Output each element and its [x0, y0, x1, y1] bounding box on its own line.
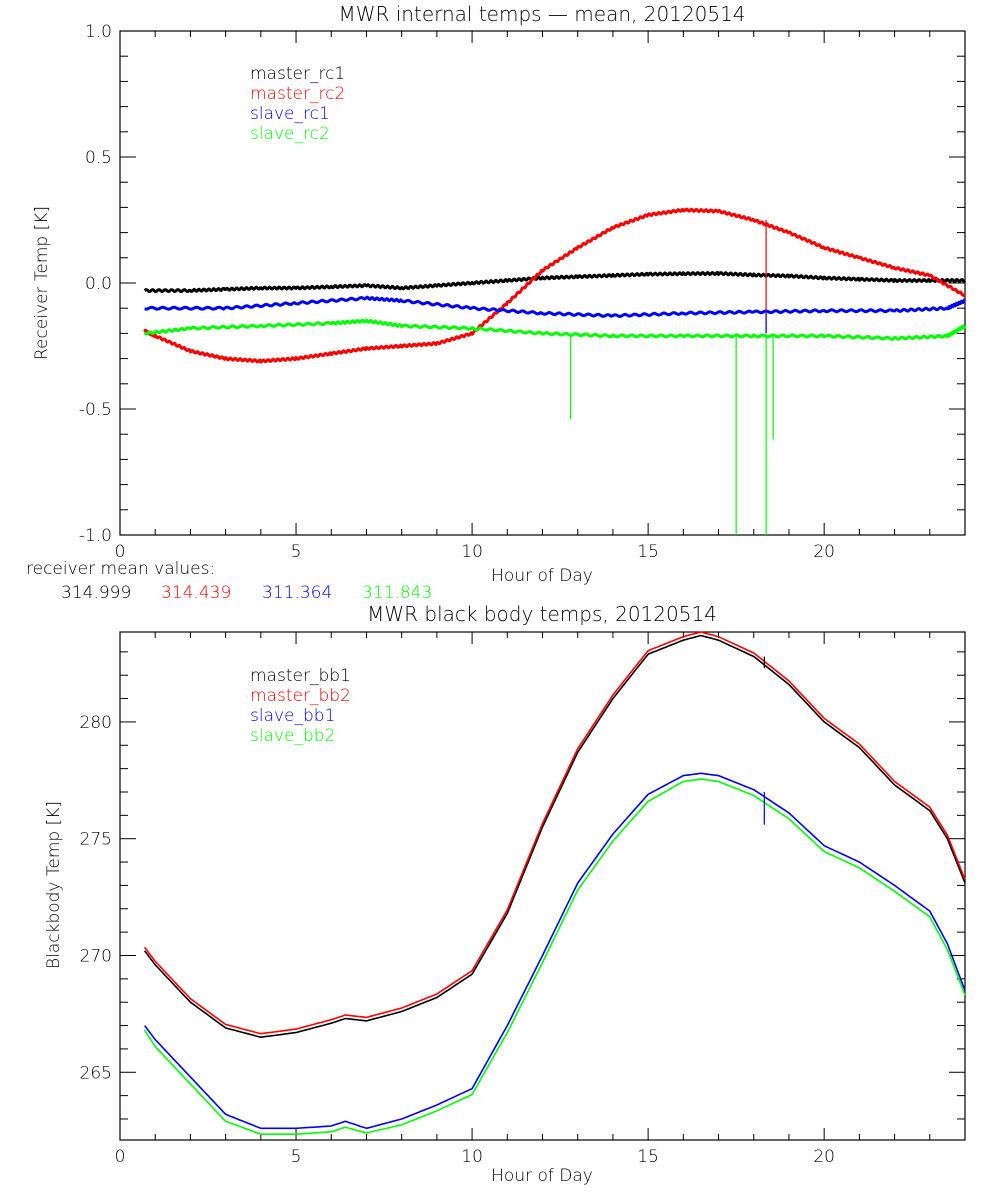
y-tick-label: 280 [80, 713, 112, 733]
series-line-slave-bb2 [143, 778, 966, 1135]
x-tick-label: 0 [115, 542, 126, 562]
receiver-y-axis-label: Receiver Temp [K] [32, 206, 52, 360]
blackbody-plot-frame [119, 631, 966, 1141]
x-tick-label: 15 [637, 1147, 659, 1167]
x-tick-label: 0 [115, 1147, 126, 1167]
blackbody-temps-plot: 0 5 10 15 20 265 270 275 280 master_bb1master_bb2… [80, 631, 966, 1167]
legend-slave-bb1: slave_bb1 [250, 706, 335, 726]
series-line-master-rc1 [143, 271, 967, 294]
receiver-mean-values-label: receiver mean values: [26, 559, 215, 579]
x-tick-label: 5 [291, 1147, 302, 1167]
y-tick-label: 270 [80, 946, 112, 966]
series-line-master-bb2 [143, 631, 966, 1035]
legend-master-bb1: master_bb1 [250, 666, 351, 686]
x-tick-label: 20 [813, 542, 835, 562]
series-line-master-rc2 [143, 207, 966, 364]
y-tick-label: 0.0 [85, 274, 112, 294]
receiver-plot-title: MWR internal temps — mean, 20120514 [338, 2, 745, 26]
blackbody-plot-title: MWR black body temps, 20120514 [367, 602, 717, 626]
y-tick-label: -1.0 [79, 526, 112, 546]
y-tick-label: 1.0 [85, 22, 112, 42]
blackbody-y-axis-label: Blackbody Temp [K] [44, 801, 64, 969]
x-tick-label: 5 [291, 542, 302, 562]
y-tick-label: 265 [80, 1063, 112, 1083]
x-tick-label: 15 [637, 542, 659, 562]
x-tick-label: 10 [461, 542, 483, 562]
y-tick-label: 275 [80, 830, 112, 850]
legend-master-rc2: master_rc2 [250, 84, 345, 104]
y-tick-label: -0.5 [79, 400, 112, 420]
mean-value-slave-rc1: 311.364 [262, 583, 332, 603]
receiver-plot-frame [119, 30, 966, 536]
legend-master-rc1: master_rc1 [250, 64, 345, 84]
mean-value-master-rc1: 314.999 [61, 583, 131, 603]
series-line-slave-rc2 [143, 318, 967, 341]
receiver-x-axis-label: Hour of Day [491, 566, 593, 586]
series-line-slave-bb1 [143, 772, 966, 1130]
series-line-slave-rc1 [144, 295, 967, 318]
mean-value-slave-rc2: 311.843 [362, 583, 432, 603]
mean-value-master-rc2: 314.439 [161, 583, 231, 603]
legend-slave-rc2: slave_rc2 [250, 124, 330, 144]
series-line-master-bb1 [143, 634, 966, 1038]
legend-master-bb2: master_bb2 [250, 686, 351, 706]
receiver-temps-plot: 0 5 10 15 20 -1.0 -0.5 0.0 0.5 1.0 master_rc1maste… [79, 22, 967, 562]
x-tick-label: 10 [461, 1147, 483, 1167]
y-tick-label: 0.5 [85, 148, 112, 168]
x-tick-label: 20 [813, 1147, 835, 1167]
legend-slave-bb2: slave_bb2 [250, 726, 335, 746]
legend-slave-rc1: slave_rc1 [250, 104, 330, 124]
blackbody-x-axis-label: Hour of Day [491, 1166, 593, 1186]
